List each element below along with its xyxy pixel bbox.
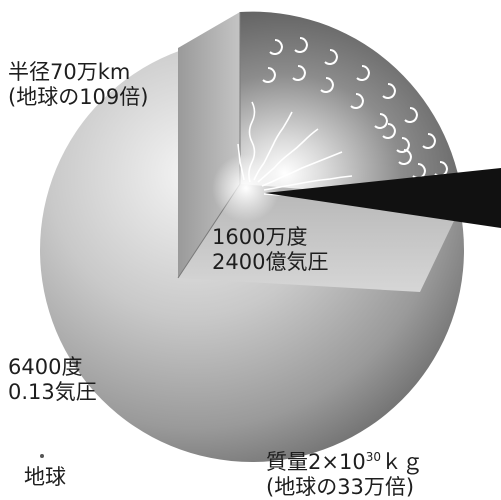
cutaway-wall [178, 12, 240, 278]
core-pressure: 2400億気圧 [212, 250, 329, 274]
mass-exponent: 30 [365, 450, 381, 464]
mass-unit: ｋｇ [380, 450, 423, 474]
radius-line1: 半径70万km [8, 60, 131, 84]
surface-label: 6400度 0.13気圧 [8, 355, 97, 405]
core-label: 1600万度 2400億気圧 [212, 225, 328, 275]
earth-label: 地球 [24, 465, 66, 489]
mass-line2: (地球の33万倍) [266, 475, 415, 499]
surface-pressure: 0.13気圧 [8, 380, 97, 404]
radius-line2: (地球の109倍) [8, 85, 149, 109]
energy-rays [237, 101, 353, 198]
earth-dot [40, 454, 44, 458]
pointer-wedge [265, 168, 501, 228]
mass-line1: 質量2×1030ｋｇ [266, 450, 423, 475]
surface-temperature: 6400度 [8, 355, 83, 379]
core-glow [212, 154, 280, 222]
mass-prefix: 質量2×10 [266, 450, 366, 474]
radius-label: 半径70万km (地球の109倍) [8, 60, 148, 110]
core-temperature: 1600万度 [212, 225, 308, 249]
mass-label: 質量2×1030ｋｇ (地球の33万倍) [266, 450, 423, 500]
